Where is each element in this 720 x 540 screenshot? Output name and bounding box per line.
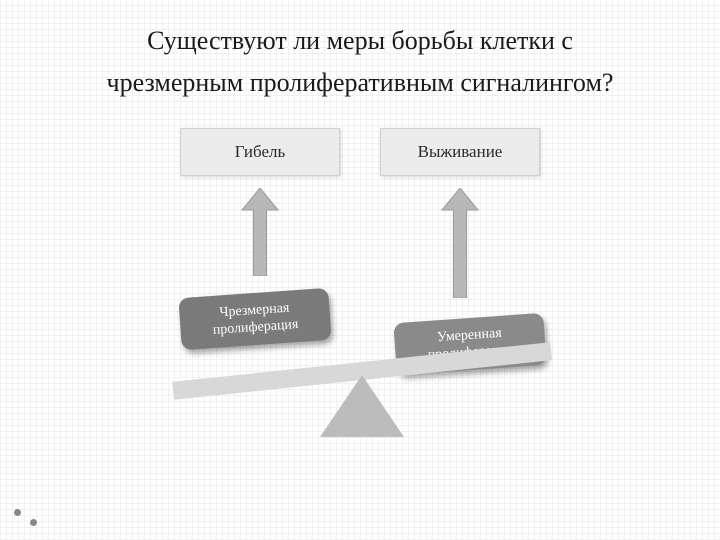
cause-box-excessive: Чрезмерная пролиферация xyxy=(178,288,331,350)
arrow-up-right xyxy=(440,188,480,298)
title-line-2: чрезмерным пролиферативным сигналингом? xyxy=(107,68,614,97)
outcome-box-death: Гибель xyxy=(180,128,340,176)
cause-label-excessive: Чрезмерная пролиферация xyxy=(211,299,299,340)
decorative-dot xyxy=(14,509,21,516)
arrow-up-left xyxy=(240,188,280,276)
seesaw-fulcrum xyxy=(320,375,404,437)
outcome-label-survival: Выживание xyxy=(418,142,503,162)
decorative-dot xyxy=(30,519,37,526)
balance-diagram: Гибель Выживание Чрезмерная пролиферация… xyxy=(0,113,720,513)
outcome-box-survival: Выживание xyxy=(380,128,540,176)
title-line-1: Существуют ли меры борьбы клетки с xyxy=(147,26,573,55)
outcome-label-death: Гибель xyxy=(235,142,286,162)
slide-title: Существуют ли меры борьбы клетки с чрезм… xyxy=(0,0,720,113)
